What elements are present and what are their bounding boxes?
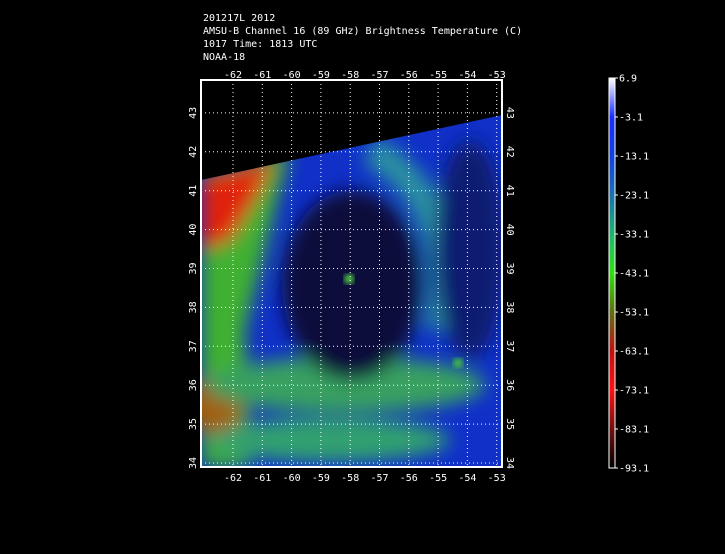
lon-label-top: -54 (458, 70, 476, 81)
lat-label-left: 39 (188, 262, 199, 274)
lon-label-top: -60 (283, 70, 301, 81)
colorbar-label: -63.1 (619, 347, 649, 358)
lat-label-right: 38 (504, 301, 515, 313)
colorbar-label: -73.1 (619, 386, 649, 397)
colorbar-label: -23.1 (619, 191, 649, 202)
header-line: 201217L 2012 (203, 13, 275, 24)
lon-label-top: -57 (370, 70, 388, 81)
lat-label-left: 40 (188, 224, 199, 236)
colorbar (608, 77, 616, 469)
lat-label-left: 42 (188, 146, 199, 158)
lat-label-left: 35 (188, 418, 199, 430)
lat-label-left: 34 (188, 457, 199, 469)
header-line: 1017 Time: 1813 UTC (203, 39, 317, 50)
lon-label-top: -58 (341, 70, 359, 81)
lon-label-bottom: -60 (283, 473, 301, 484)
lon-label-bottom: -53 (488, 473, 506, 484)
lon-label-bottom: -61 (253, 473, 271, 484)
lat-label-left: 41 (188, 185, 199, 197)
lon-label-top: -53 (488, 70, 506, 81)
lat-label-left: 37 (188, 340, 199, 352)
lat-label-right: 35 (504, 418, 515, 430)
lon-label-top: -62 (224, 70, 242, 81)
lat-label-right: 36 (504, 379, 515, 391)
lat-label-left: 38 (188, 301, 199, 313)
lon-label-top: -55 (429, 70, 447, 81)
lat-label-right: 34 (504, 457, 515, 469)
lat-label-right: 43 (504, 107, 515, 119)
colorbar-label: -13.1 (619, 152, 649, 163)
lat-label-right: 39 (504, 262, 515, 274)
lon-label-bottom: -56 (400, 473, 418, 484)
lon-label-bottom: -59 (312, 473, 330, 484)
header-line: AMSU-B Channel 16 (89 GHz) Brightness Te… (203, 26, 522, 37)
lon-label-top: -56 (400, 70, 418, 81)
lon-label-top: -59 (312, 70, 330, 81)
lon-label-bottom: -57 (370, 473, 388, 484)
colorbar-label: 6.9 (619, 74, 637, 85)
header-line: NOAA-18 (203, 52, 245, 63)
colorbar-label: -43.1 (619, 269, 649, 280)
colorbar-label: -93.1 (619, 464, 649, 475)
lat-label-right: 37 (504, 340, 515, 352)
lat-label-right: 41 (504, 185, 515, 197)
lon-label-bottom: -58 (341, 473, 359, 484)
lon-label-bottom: -54 (458, 473, 476, 484)
colorbar-label: -83.1 (619, 425, 649, 436)
satellite-image (201, 80, 502, 467)
lat-label-right: 40 (504, 224, 515, 236)
map-frame (200, 79, 503, 468)
lat-label-left: 43 (188, 107, 199, 119)
lon-label-top: -61 (253, 70, 271, 81)
lat-label-right: 42 (504, 146, 515, 158)
lon-label-bottom: -55 (429, 473, 447, 484)
lat-label-left: 36 (188, 379, 199, 391)
header: 201217L 2012 AMSU-B Channel 16 (89 GHz) B… (203, 13, 522, 63)
lon-label-bottom: -62 (224, 473, 242, 484)
colorbar-label: -53.1 (619, 308, 649, 319)
colorbar-label: -3.1 (619, 113, 643, 124)
colorbar-label: -33.1 (619, 230, 649, 241)
